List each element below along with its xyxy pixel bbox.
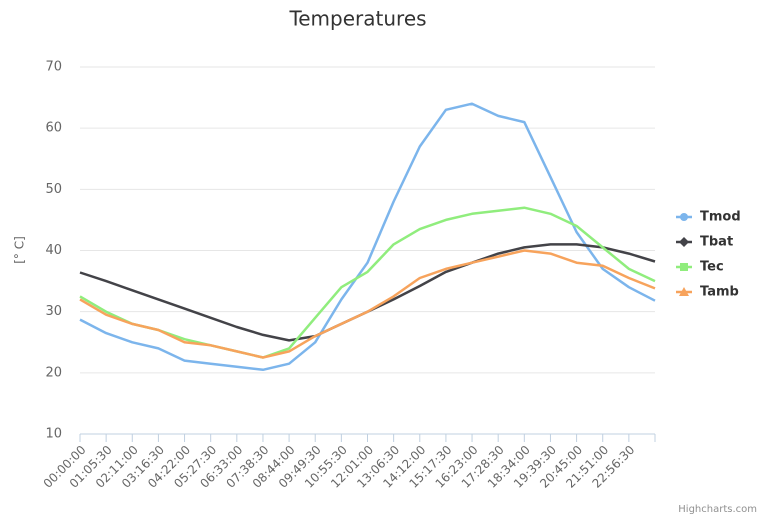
series-line (79, 249, 656, 359)
series-line (79, 102, 656, 372)
legend-label[interactable]: Tec (700, 260, 724, 275)
legend-marker (680, 263, 688, 271)
series-line (79, 206, 656, 359)
legend-label[interactable]: Tbat (700, 235, 733, 250)
chart-title: Temperatures (288, 7, 426, 31)
legend-label[interactable]: Tmod (700, 210, 741, 225)
y-tick-label: 20 (45, 365, 62, 380)
credits: Highcharts.com (678, 504, 757, 515)
y-tick-label: 70 (45, 60, 62, 75)
legend-label[interactable]: Tamb (700, 285, 739, 300)
y-tick-label: 10 (45, 427, 62, 442)
legend-marker (679, 287, 689, 296)
y-tick-label: 60 (45, 121, 62, 136)
legend-marker (679, 237, 689, 247)
y-axis-title: [° C] (13, 236, 27, 264)
y-tick-label: 40 (45, 243, 62, 258)
y-tick-label: 50 (45, 182, 62, 197)
legend-marker (680, 213, 688, 221)
y-tick-label: 30 (45, 304, 62, 319)
